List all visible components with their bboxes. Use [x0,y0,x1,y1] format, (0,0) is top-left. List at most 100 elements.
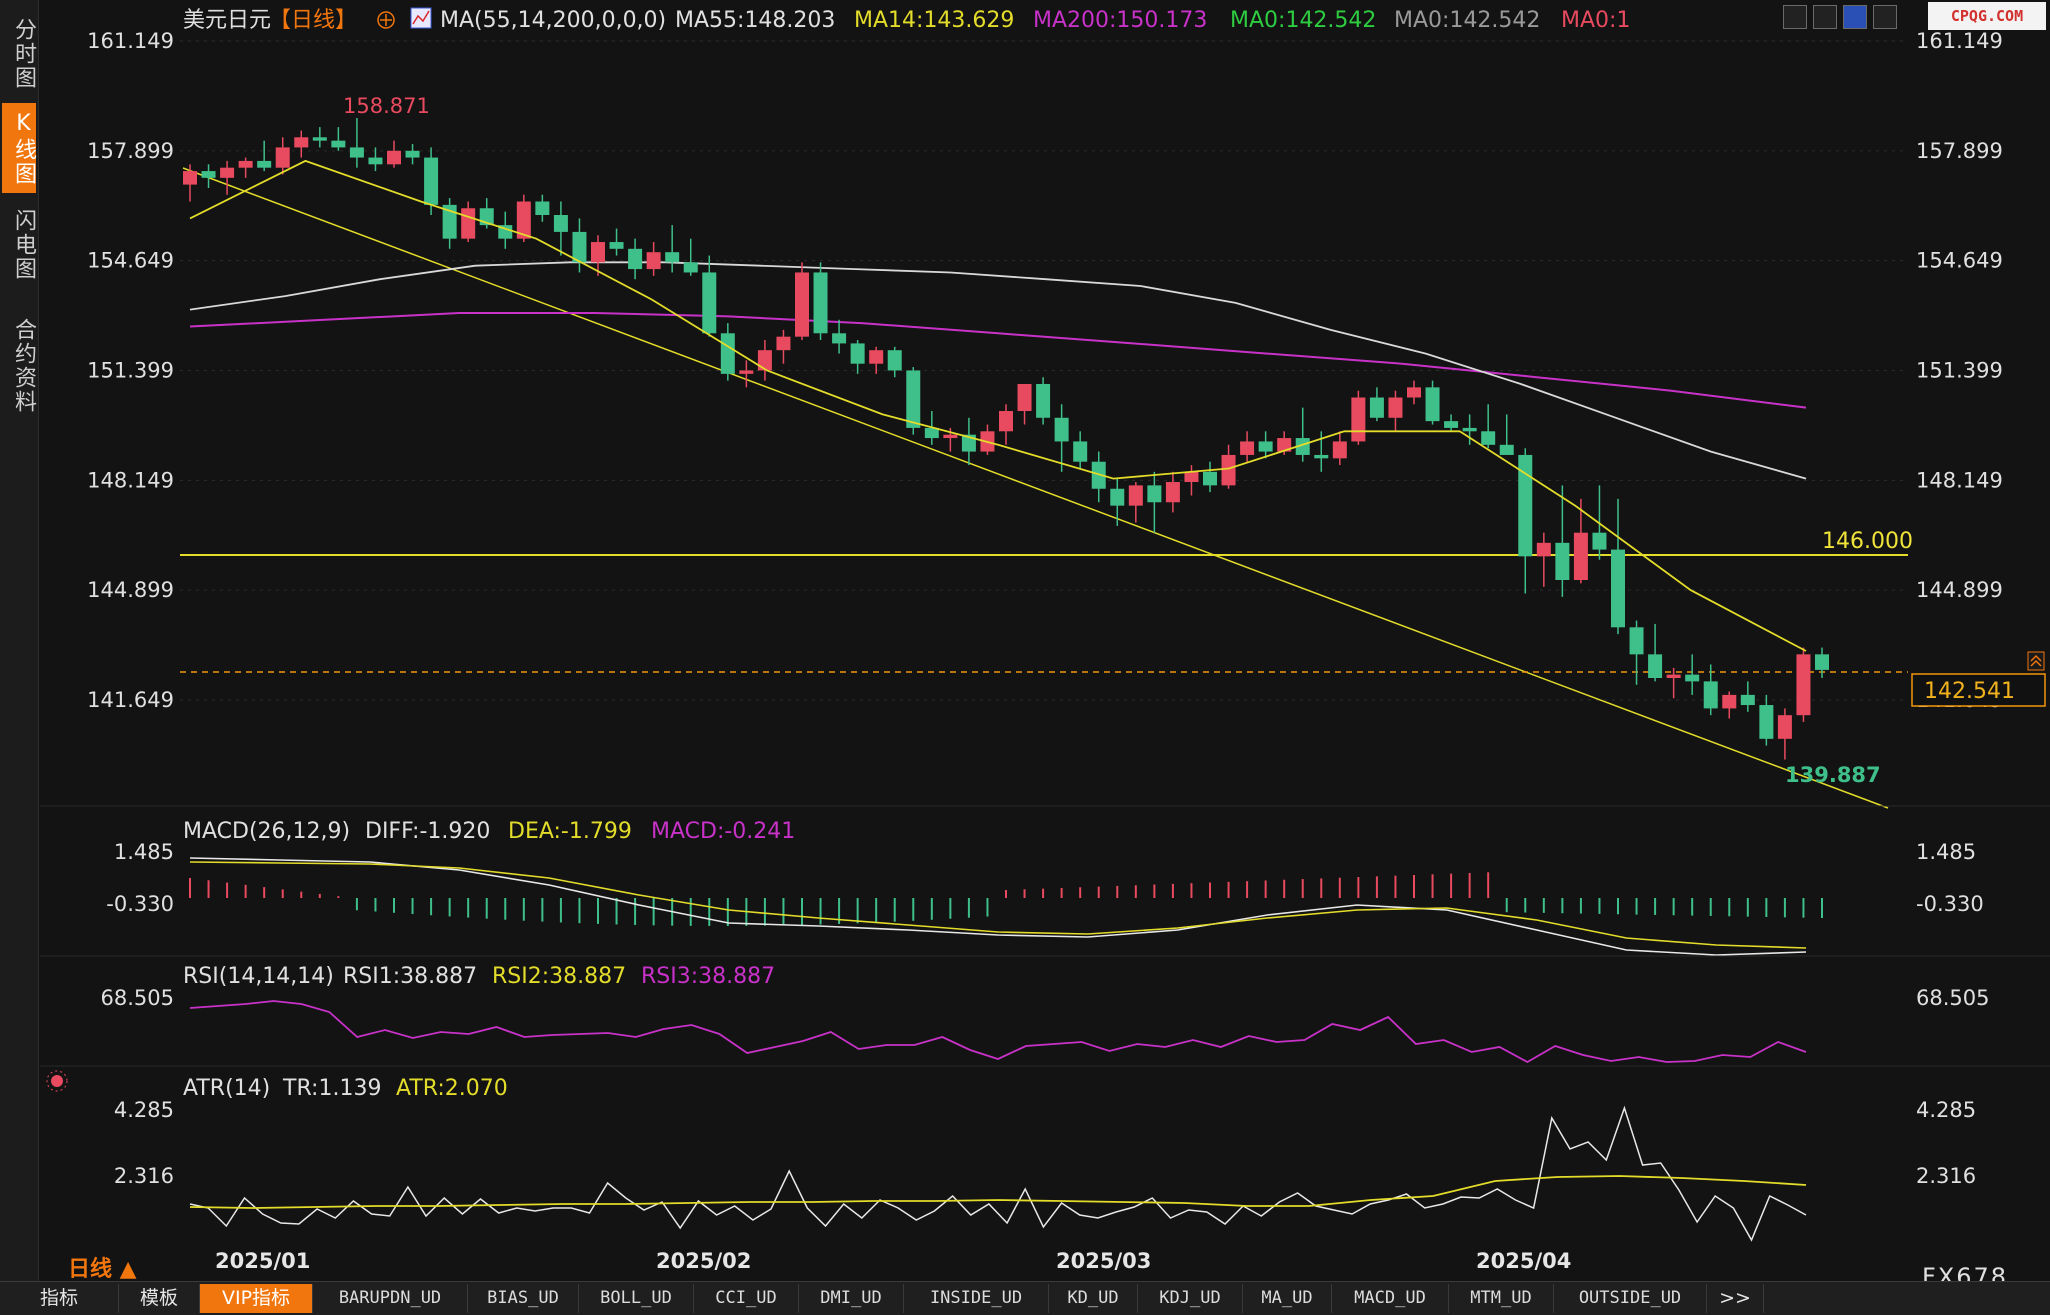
candlesticks [183,118,1829,760]
tab-time-chart[interactable]: 分时图 [11,18,36,90]
candle-body [1407,387,1421,398]
tab-k-line[interactable]: K线图 [2,103,36,193]
macd-axis-2: -0.330 [106,892,174,916]
date-label-mar: 2025/03 [1056,1249,1151,1273]
price-tick-left: 151.399 [87,359,174,383]
candle-body [1240,441,1255,455]
tab-macd[interactable]: MACD_UD [1332,1284,1449,1313]
candle-body [183,171,197,185]
add-icon[interactable] [377,11,395,29]
chart-area[interactable]: 161.149 157.899 154.649 151.399 148.149 144.8… [0,0,2050,1281]
price-tick-left: 157.899 [87,139,174,163]
candle-body [201,171,216,178]
candle-body [387,150,401,165]
ma55-value: MA55:148.203 [675,8,835,33]
price-tick-left: 144.899 [87,578,174,602]
ma55-line [189,261,1807,480]
candle-body [1203,471,1217,486]
tab-cci[interactable]: CCI_UD [694,1284,799,1313]
price-axis-left: 161.149 157.899 154.649 151.399 148.149 144.8… [87,29,174,712]
tab-boll[interactable]: BOLL_UD [579,1284,694,1313]
candle-body [257,160,272,168]
macd-dea-line [189,861,1807,949]
date-label-jan: 2025/01 [215,1249,310,1273]
fullscreen-icon[interactable] [1873,5,1897,29]
candle-body [1277,438,1292,452]
candle-body [461,208,476,239]
candle-body [720,333,735,374]
period-tag: 【日线】 [269,8,357,33]
candle-body [1592,532,1607,550]
candle-body [1165,481,1180,503]
rsi-title: RSI(14,14,14) [183,964,334,989]
price-tick-left: 141.649 [87,688,174,712]
candle-body [572,231,587,263]
macd-title: MACD(26,12,9) [183,819,350,844]
macd-axis-1: 1.485 [114,840,174,864]
candle-body [424,157,439,205]
ma-title: MA(55,14,200,0,0,0) [440,8,666,33]
candle-body [906,370,921,428]
date-label-feb: 2025/02 [656,1249,751,1273]
candle-body [887,350,902,371]
tab-ma[interactable]: MA_UD [1243,1284,1332,1313]
rsi-line [189,1000,1807,1064]
candle-body [1481,431,1496,445]
header-legend: 美元日元 【日线】 MA(55,14,200,0,0,0) MA55:148.2… [183,7,1630,33]
ma14-value: MA14:143.629 [854,8,1014,33]
tab-barupdn[interactable]: BARUPDN_UD [313,1284,468,1313]
level-label-146: 146.000 [1822,529,1913,554]
macd-histogram [189,872,1823,926]
settings-icon-ring [46,1070,68,1092]
ma0-value-b: MA0:142.542 [1394,8,1540,33]
candle-body [535,201,550,216]
candle-body [1777,715,1792,739]
candle-body [1258,441,1273,452]
price-tick-right: 151.399 [1916,359,2003,383]
candle-body [665,252,680,263]
period-selector[interactable]: 日线 ▲ [68,1257,137,1282]
rsi1-value: RSI1:38.887 [343,964,477,989]
tab-flash-chart[interactable]: 闪电图 [11,209,36,281]
candle-body [1815,654,1829,670]
tab-bias[interactable]: BIAS_UD [468,1284,579,1313]
tab-kd[interactable]: KD_UD [1049,1284,1138,1313]
tab-inside[interactable]: INSIDE_UD [904,1284,1049,1313]
tab-mtm[interactable]: MTM_UD [1449,1284,1554,1313]
candle-body [275,147,290,168]
price-tick-left: 154.649 [87,249,174,273]
candle-body [591,242,605,263]
rsi3-value: RSI3:38.887 [641,964,775,989]
candle-body [757,350,772,371]
settings-icon[interactable] [51,1075,63,1087]
tab-kdj[interactable]: KDJ_UD [1138,1284,1243,1313]
macd-axis-2-right: -0.330 [1916,892,1984,916]
candle-body [813,272,828,334]
line-draw-icon[interactable] [1843,5,1867,29]
symbol-name: 美元日元 [183,8,271,33]
sidebar: 分时图 K线图 闪电图 合约资料 [0,0,39,1314]
tab-indicators[interactable]: 指标 [0,1284,119,1313]
candle-style-icon[interactable] [1813,5,1837,29]
last-price-box [1911,673,2046,707]
tab-contract-info[interactable]: 合约资料 [11,318,36,414]
tab-templates[interactable]: 模板 [119,1284,200,1313]
candle-body [739,370,754,374]
tab-outside[interactable]: OUTSIDE_UD [1554,1284,1707,1313]
candle-body [1295,438,1310,455]
tab-dmi[interactable]: DMI_UD [799,1284,904,1313]
candle-body [1499,444,1514,455]
price-tick-right: 157.899 [1916,139,2003,163]
tab-more[interactable]: >> [1707,1284,1764,1313]
tab-vip-indicators[interactable]: VIP指标 [200,1284,313,1313]
candle-body [999,411,1013,432]
atr-title: ATR(14) [183,1076,270,1101]
candle-body [331,140,346,148]
price-tick-left: 148.149 [87,468,174,492]
candle-body [1703,681,1718,709]
candle-body [1629,627,1644,655]
candle-body [1573,532,1588,580]
candle-body [702,272,717,334]
candle-body [1054,417,1069,442]
crosshair-icon[interactable] [1783,5,1807,29]
